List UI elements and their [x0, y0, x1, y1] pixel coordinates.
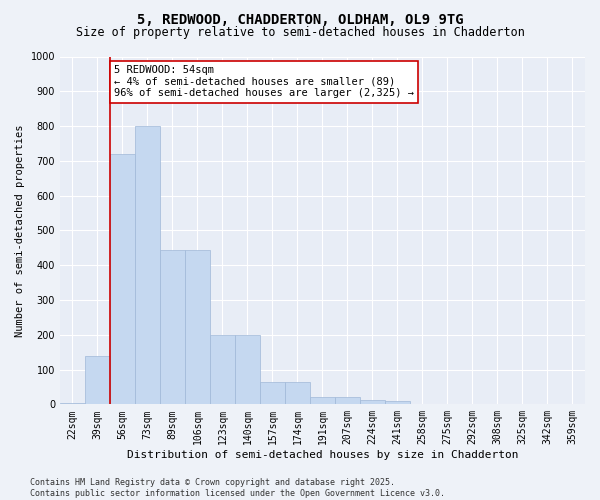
Bar — [110, 154, 135, 405]
Bar — [335, 398, 360, 404]
Text: Contains HM Land Registry data © Crown copyright and database right 2025.
Contai: Contains HM Land Registry data © Crown c… — [30, 478, 445, 498]
Bar — [85, 356, 110, 405]
Bar — [60, 402, 85, 404]
Text: Size of property relative to semi-detached houses in Chadderton: Size of property relative to semi-detach… — [76, 26, 524, 39]
Bar — [385, 401, 410, 404]
Bar — [135, 126, 160, 404]
X-axis label: Distribution of semi-detached houses by size in Chadderton: Distribution of semi-detached houses by … — [127, 450, 518, 460]
Text: 5 REDWOOD: 54sqm
← 4% of semi-detached houses are smaller (89)
96% of semi-detac: 5 REDWOOD: 54sqm ← 4% of semi-detached h… — [113, 65, 413, 98]
Bar — [310, 398, 335, 404]
Bar — [235, 335, 260, 404]
Bar — [160, 250, 185, 404]
Y-axis label: Number of semi-detached properties: Number of semi-detached properties — [15, 124, 25, 336]
Bar — [260, 382, 285, 404]
Bar — [360, 400, 385, 404]
Bar — [210, 335, 235, 404]
Text: 5, REDWOOD, CHADDERTON, OLDHAM, OL9 9TG: 5, REDWOOD, CHADDERTON, OLDHAM, OL9 9TG — [137, 12, 463, 26]
Bar — [185, 250, 210, 404]
Bar — [285, 382, 310, 404]
